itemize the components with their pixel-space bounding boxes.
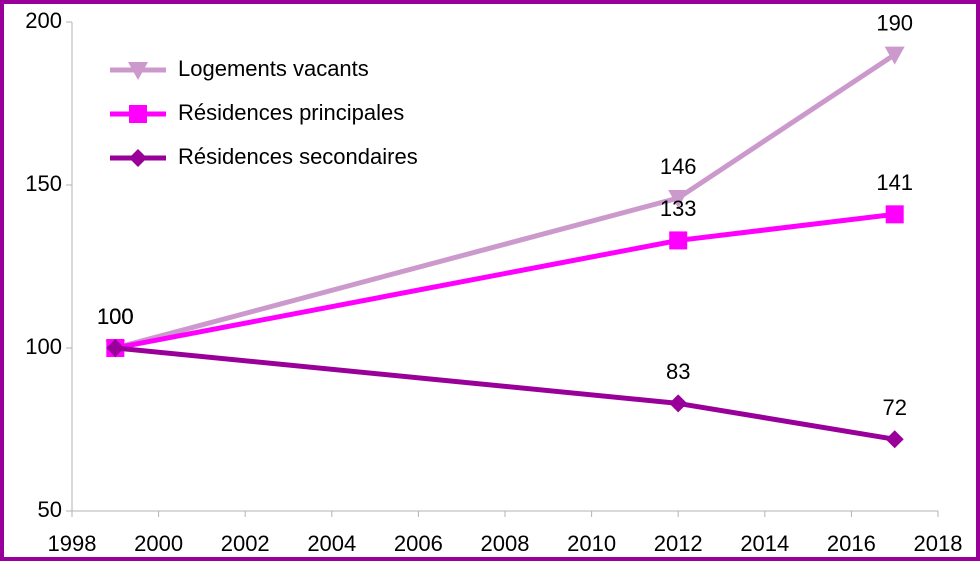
data-label: 83 [666, 359, 690, 384]
x-tick-label: 2008 [481, 531, 530, 556]
data-label: 141 [876, 170, 913, 195]
marker [128, 62, 148, 80]
x-tick-label: 1998 [48, 531, 97, 556]
x-tick-label: 2006 [394, 531, 443, 556]
x-tick-label: 2010 [567, 531, 616, 556]
x-tick-label: 2002 [221, 531, 270, 556]
data-label: 100 [97, 304, 134, 329]
y-tick-label: 50 [38, 497, 62, 522]
y-tick-label: 150 [25, 171, 62, 196]
data-label: 133 [660, 196, 697, 221]
y-tick-label: 100 [25, 334, 62, 359]
data-label: 72 [882, 395, 906, 420]
legend-label: Résidences principales [178, 100, 404, 125]
marker [669, 394, 688, 413]
marker [884, 46, 905, 65]
data-label: 100 [97, 304, 134, 329]
y-tick-label: 200 [25, 8, 62, 33]
data-label: 100 [97, 304, 134, 329]
marker [129, 149, 147, 167]
marker [129, 105, 147, 123]
x-tick-label: 2000 [134, 531, 183, 556]
marker [106, 339, 125, 357]
x-tick-label: 2018 [914, 531, 963, 556]
data-label: 190 [876, 10, 913, 35]
marker [885, 430, 904, 449]
x-tick-label: 2014 [740, 531, 789, 556]
x-tick-label: 2012 [654, 531, 703, 556]
x-tick-label: 2016 [827, 531, 876, 556]
marker [885, 205, 904, 224]
data-label: 146 [660, 154, 697, 179]
legend-label: Logements vacants [178, 56, 369, 81]
marker [669, 231, 688, 250]
legend-label: Résidences secondaires [178, 144, 418, 169]
marker [668, 190, 689, 209]
x-tick-label: 2004 [307, 531, 356, 556]
